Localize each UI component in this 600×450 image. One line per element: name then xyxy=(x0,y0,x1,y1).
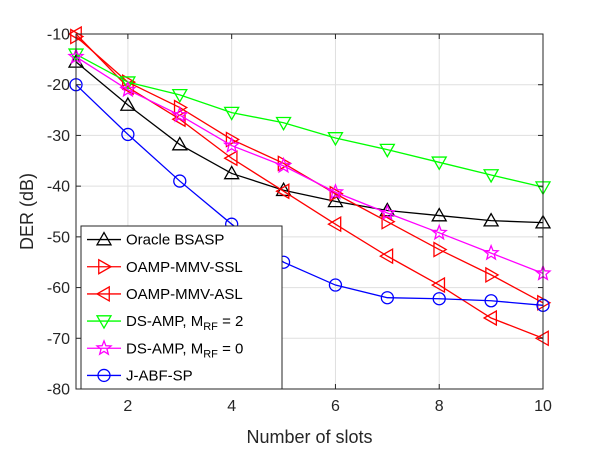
y-axis-label: DER (dB) xyxy=(17,173,37,250)
data-point-marker xyxy=(119,76,137,91)
legend-entry: OAMP-MMV-ASL xyxy=(87,285,243,303)
data-point-marker xyxy=(275,116,292,132)
y-tick-label: -30 xyxy=(47,128,70,145)
data-point-marker xyxy=(380,291,394,305)
y-tick-label: -10 xyxy=(47,27,70,44)
legend-marker xyxy=(98,258,113,275)
x-tick-label: 6 xyxy=(331,398,340,415)
series-line xyxy=(75,56,544,274)
legend-label: Oracle BSASP xyxy=(126,232,224,249)
tick-layer: -80 -70 -60 -50 -40 -30 -20 -10 2 4 6 8 10 xyxy=(47,27,552,416)
data-point-marker xyxy=(223,150,238,167)
legend-label-main: OAMP-MMV-SSL xyxy=(126,259,243,276)
y-tick-label: -50 xyxy=(47,229,70,246)
data-point-marker xyxy=(484,294,498,308)
data-point-marker xyxy=(119,96,137,111)
x-axis-label: Number of slots xyxy=(246,427,372,447)
data-point-marker xyxy=(379,143,396,158)
data-point-marker xyxy=(534,330,549,347)
data-point-marker xyxy=(431,207,448,222)
legend-label-tail: = 0 xyxy=(218,340,243,357)
data-point-marker xyxy=(482,212,500,227)
legend-label: OAMP-MMV-SSL xyxy=(126,259,243,276)
y-tick-label: -70 xyxy=(47,331,70,348)
legend-label-subscript: RF xyxy=(203,321,218,333)
legend-label-main: DS-AMP, M xyxy=(126,340,203,357)
data-point-marker xyxy=(223,165,240,180)
legend: Oracle BSASP OAMP-MMV-SSL OAMP-MMV-ASL DS-A… xyxy=(80,225,283,390)
legend-entry: DS-AMP, MRF = 0 xyxy=(87,339,243,360)
data-point-marker xyxy=(70,28,85,45)
data-point-marker xyxy=(173,174,187,188)
data-point-marker xyxy=(171,111,186,128)
data-point-marker xyxy=(327,132,344,147)
x-tick-label: 4 xyxy=(227,398,236,415)
data-point-marker xyxy=(482,169,500,184)
data-point-marker xyxy=(171,105,189,123)
data-point-marker xyxy=(381,213,396,230)
data-point-marker xyxy=(379,248,394,265)
data-point-marker xyxy=(430,276,446,294)
data-point-marker xyxy=(485,266,500,284)
legend-entry: Oracle BSASP xyxy=(87,231,224,249)
legend-marker xyxy=(95,285,110,303)
series-line xyxy=(75,53,544,188)
data-point-marker xyxy=(171,88,188,104)
data-point-marker xyxy=(431,156,448,171)
data-point-marker xyxy=(225,131,240,148)
data-point-marker xyxy=(222,136,241,153)
x-tick-label: 10 xyxy=(534,398,552,415)
data-point-marker xyxy=(121,127,135,142)
legend-label-main: DS-AMP, M xyxy=(126,313,203,330)
legend-entry: DS-AMP, MRF = 2 xyxy=(87,313,243,333)
data-point-marker xyxy=(482,309,498,327)
data-point-marker xyxy=(275,183,290,200)
data-point-marker xyxy=(274,156,293,174)
x-tick-label: 8 xyxy=(435,398,444,415)
data-point-marker xyxy=(378,203,397,221)
legend-label-subscript: RF xyxy=(203,348,218,360)
data-point-marker xyxy=(328,278,343,292)
data-point-marker xyxy=(432,292,446,306)
legend-entry: OAMP-MMV-SSL xyxy=(87,258,243,276)
legend-label: DS-AMP, MRF = 0 xyxy=(126,340,243,360)
legend-marker xyxy=(97,368,111,383)
data-point-marker xyxy=(326,183,345,200)
y-tick-label: -40 xyxy=(47,179,70,196)
legend-label-tail: = 2 xyxy=(218,313,243,330)
legend-label-main: J-ABF-SP xyxy=(126,367,193,384)
series-line xyxy=(75,84,544,306)
data-point-marker xyxy=(329,185,344,202)
legend-label: DS-AMP, MRF = 2 xyxy=(126,313,243,333)
y-tick-label: -80 xyxy=(47,382,70,399)
data-point-marker xyxy=(430,223,448,241)
series-line xyxy=(75,33,544,339)
legend-label-main: OAMP-MMV-ASL xyxy=(126,286,243,303)
legend-label: OAMP-MMV-ASL xyxy=(126,286,243,303)
legend-marker xyxy=(95,315,113,330)
legend-marker xyxy=(95,339,113,356)
legend-marker xyxy=(95,231,113,246)
series-4 xyxy=(67,47,552,281)
legend-label: J-ABF-SP xyxy=(126,367,193,384)
legend-box xyxy=(80,225,283,390)
series-2 xyxy=(67,25,549,347)
data-point-marker xyxy=(327,216,342,233)
x-tick-label: 2 xyxy=(123,398,132,415)
data-point-marker xyxy=(171,136,188,151)
y-tick-label: -60 xyxy=(47,280,70,297)
legend-label-main: Oracle BSASP xyxy=(126,232,224,249)
plot-frame xyxy=(75,33,544,390)
data-point-marker xyxy=(433,241,448,258)
data-point-marker xyxy=(119,80,137,98)
data-point-marker xyxy=(482,243,500,261)
legend-entry: J-ABF-SP xyxy=(87,367,193,384)
series-line xyxy=(75,61,544,224)
data-point-marker xyxy=(223,106,240,121)
y-tick-label: -20 xyxy=(47,77,70,94)
